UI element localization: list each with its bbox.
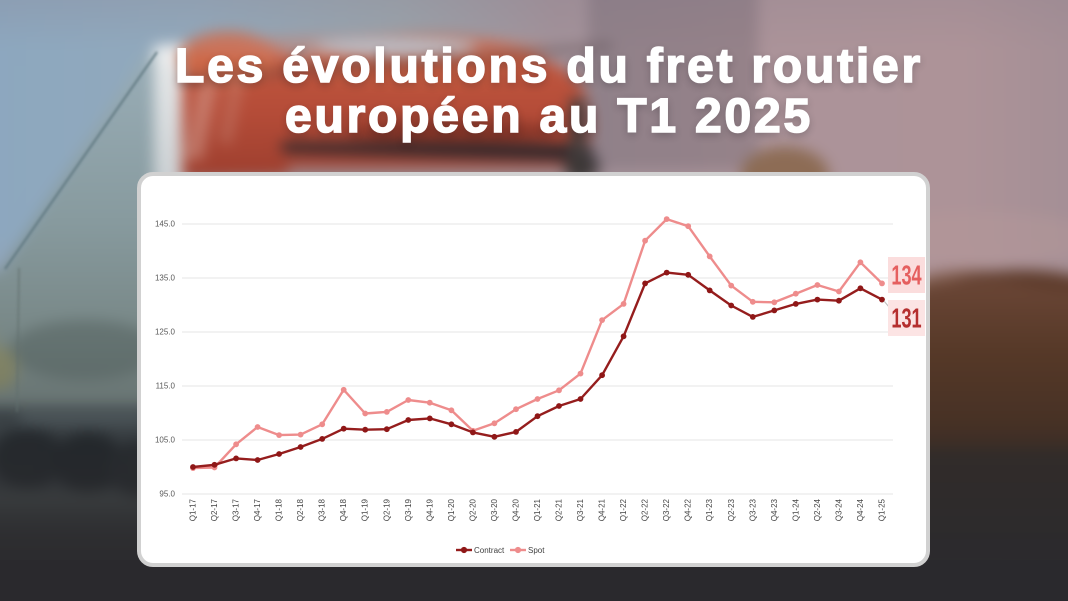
svg-text:Q2-24: Q2-24 <box>813 498 822 521</box>
svg-text:Q2-20: Q2-20 <box>468 498 477 521</box>
svg-text:Q3-21: Q3-21 <box>576 498 585 521</box>
svg-text:115.0: 115.0 <box>156 382 176 391</box>
svg-text:Q3-24: Q3-24 <box>834 498 843 521</box>
svg-text:125.0: 125.0 <box>155 328 176 337</box>
svg-text:Q3-20: Q3-20 <box>490 498 499 521</box>
svg-text:Q2-22: Q2-22 <box>641 498 650 521</box>
svg-text:Q3-17: Q3-17 <box>232 498 241 521</box>
svg-text:Q4-17: Q4-17 <box>253 498 262 521</box>
svg-text:Q1-22: Q1-22 <box>619 498 628 521</box>
svg-text:Q2-18: Q2-18 <box>296 498 305 521</box>
svg-text:Q1-17: Q1-17 <box>189 498 198 521</box>
svg-text:134: 134 <box>891 260 921 291</box>
svg-text:Q4-18: Q4-18 <box>339 498 348 521</box>
svg-text:Q1-20: Q1-20 <box>447 498 456 521</box>
svg-text:Q4-24: Q4-24 <box>856 498 865 521</box>
svg-text:Q4-23: Q4-23 <box>770 498 779 521</box>
svg-text:Q2-17: Q2-17 <box>210 498 219 521</box>
svg-text:Q3-18: Q3-18 <box>318 498 327 521</box>
svg-text:Q1-25: Q1-25 <box>878 498 887 521</box>
svg-text:145.0: 145.0 <box>155 220 176 229</box>
svg-text:Q4-19: Q4-19 <box>425 498 434 521</box>
svg-text:Q1-18: Q1-18 <box>275 498 284 521</box>
svg-text:Q4-21: Q4-21 <box>598 498 607 521</box>
svg-text:Q1-21: Q1-21 <box>533 498 542 521</box>
svg-text:95.0: 95.0 <box>159 490 175 499</box>
svg-text:Q3-19: Q3-19 <box>404 498 413 521</box>
svg-text:Q2-19: Q2-19 <box>382 498 391 521</box>
svg-text:135.0: 135.0 <box>155 274 176 283</box>
svg-text:Q3-22: Q3-22 <box>662 498 671 521</box>
svg-text:105.0: 105.0 <box>155 436 176 445</box>
svg-text:131: 131 <box>891 303 921 334</box>
svg-text:Q1-23: Q1-23 <box>705 498 714 521</box>
svg-text:Q1-19: Q1-19 <box>361 498 370 521</box>
svg-text:Q3-23: Q3-23 <box>748 498 757 521</box>
svg-text:Q2-21: Q2-21 <box>555 498 564 521</box>
svg-text:Q2-23: Q2-23 <box>727 498 736 521</box>
svg-text:Spot: Spot <box>528 546 545 555</box>
svg-text:Q4-20: Q4-20 <box>512 498 521 521</box>
svg-text:Q4-22: Q4-22 <box>684 498 693 521</box>
svg-text:Q1-24: Q1-24 <box>791 498 800 521</box>
svg-text:Contract: Contract <box>474 546 505 555</box>
